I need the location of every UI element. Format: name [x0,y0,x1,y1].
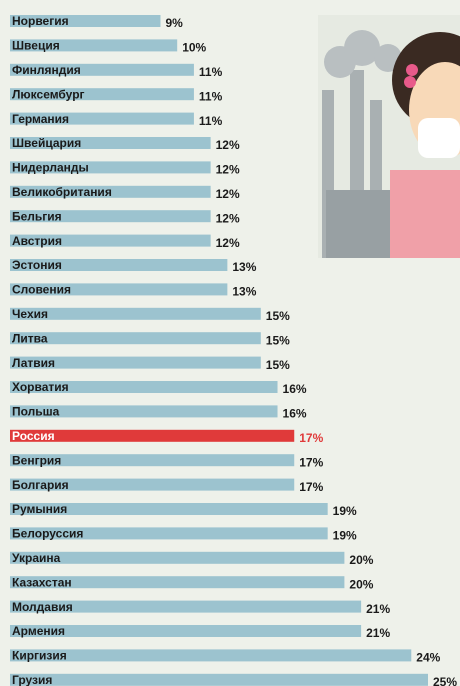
value-label: 12% [216,163,240,177]
value-label: 15% [266,333,290,347]
value-label: 15% [266,309,290,323]
category-label: Эстония [12,258,62,272]
value-label: 12% [216,236,240,250]
category-label: Литва [12,331,48,345]
category-label: Румыния [12,502,67,516]
bar [10,234,211,247]
value-label: 21% [366,602,390,616]
category-label: Германия [12,112,69,126]
category-label: Болгария [12,478,69,492]
bar [10,551,345,564]
category-label: Казахстан [12,575,72,589]
bar [10,185,211,198]
category-label: Грузия [12,673,52,686]
value-label: 13% [232,285,256,299]
category-label: Люксембург [12,87,85,101]
bar [10,381,278,393]
bar [10,63,194,76]
bar [10,332,261,345]
bar [10,625,362,637]
category-label: Латвия [12,356,55,370]
bar [10,307,261,320]
value-label: 12% [216,138,240,152]
value-label: 24% [416,651,440,665]
category-label: Польша [12,405,60,419]
category-label: Киргизия [12,649,67,663]
category-label: Австрия [12,234,62,248]
value-label: 9% [165,16,183,30]
bar [10,15,161,27]
bar [10,137,211,149]
bar [10,503,328,515]
bar [10,454,295,467]
bar [10,576,345,589]
value-label: 17% [299,455,323,469]
bar [10,210,211,223]
category-label: Россия [12,429,55,443]
value-label: 11% [199,65,223,79]
value-label: 17% [299,431,323,445]
value-label: 25% [433,675,457,686]
value-label: 19% [333,529,357,543]
bar [10,600,362,613]
bar [10,478,295,491]
illustration [318,15,460,258]
category-label: Словения [12,283,71,297]
value-label: 20% [349,553,373,567]
value-label: 17% [299,480,323,494]
bar [10,673,428,686]
category-label: Швеция [12,39,60,53]
category-label: Нидерланды [12,161,89,175]
bar [10,429,295,442]
value-label: 11% [199,114,223,128]
category-label: Чехия [12,307,48,321]
bar [10,112,194,125]
value-label: 11% [199,89,223,103]
category-label: Швейцария [12,136,81,150]
bar [10,405,278,418]
value-label: 10% [182,41,206,55]
bar [10,88,194,101]
value-label: 20% [349,577,373,591]
category-label: Хорватия [12,380,69,394]
value-label: 12% [216,187,240,201]
bar [10,356,261,369]
value-label: 13% [232,260,256,274]
value-label: 16% [283,382,307,396]
category-label: Венгрия [12,453,61,467]
category-label: Финляндия [12,63,81,77]
category-label: Бельгия [12,209,62,223]
bar [10,283,228,296]
category-label: Великобритания [12,185,112,199]
category-label: Молдавия [12,600,73,614]
category-label: Украина [12,551,61,565]
category-label: Норвегия [12,14,69,28]
bar [10,649,412,662]
bar [10,39,178,52]
bar [10,161,211,174]
bar [10,527,328,540]
bar [10,259,228,271]
value-label: 12% [216,211,240,225]
category-label: Белоруссия [12,527,83,541]
category-label: Армения [12,624,65,638]
value-label: 16% [283,407,307,421]
value-label: 21% [366,626,390,640]
value-label: 19% [333,504,357,518]
value-label: 15% [266,358,290,372]
